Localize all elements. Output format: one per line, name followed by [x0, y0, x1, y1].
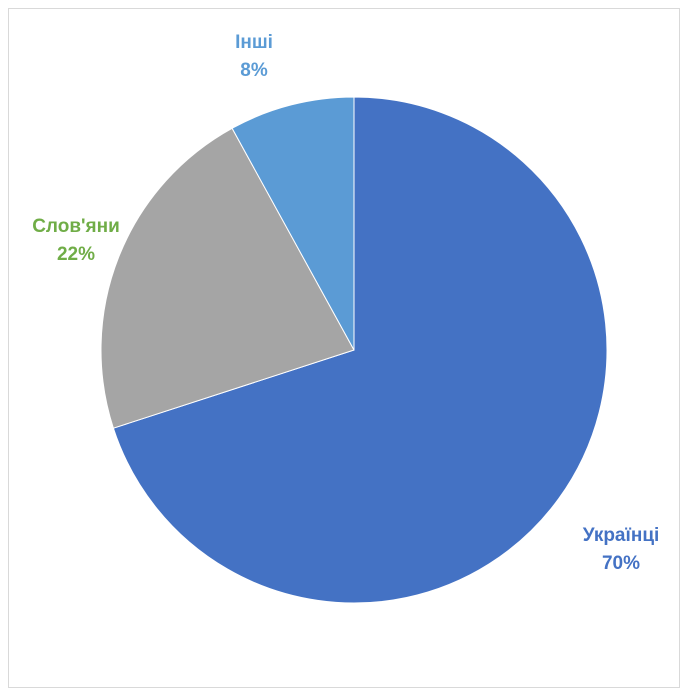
slice-label-percent: 70% — [602, 553, 640, 574]
slice-label-percent: 22% — [57, 244, 95, 265]
slice-label-name: Слов'яни — [32, 216, 120, 237]
pie-slice-2 — [100, 127, 355, 429]
pie-slice-1 — [112, 96, 608, 604]
pie-slices — [100, 96, 608, 604]
pie-labels: Українці 70% Слов'яни 22% Інші 8% — [32, 32, 659, 574]
slice-label-name: Інші — [235, 32, 273, 53]
pie-slice-3 — [231, 96, 355, 351]
slice-label-percent: 8% — [240, 60, 268, 81]
slice-label-name: Українці — [583, 525, 660, 546]
